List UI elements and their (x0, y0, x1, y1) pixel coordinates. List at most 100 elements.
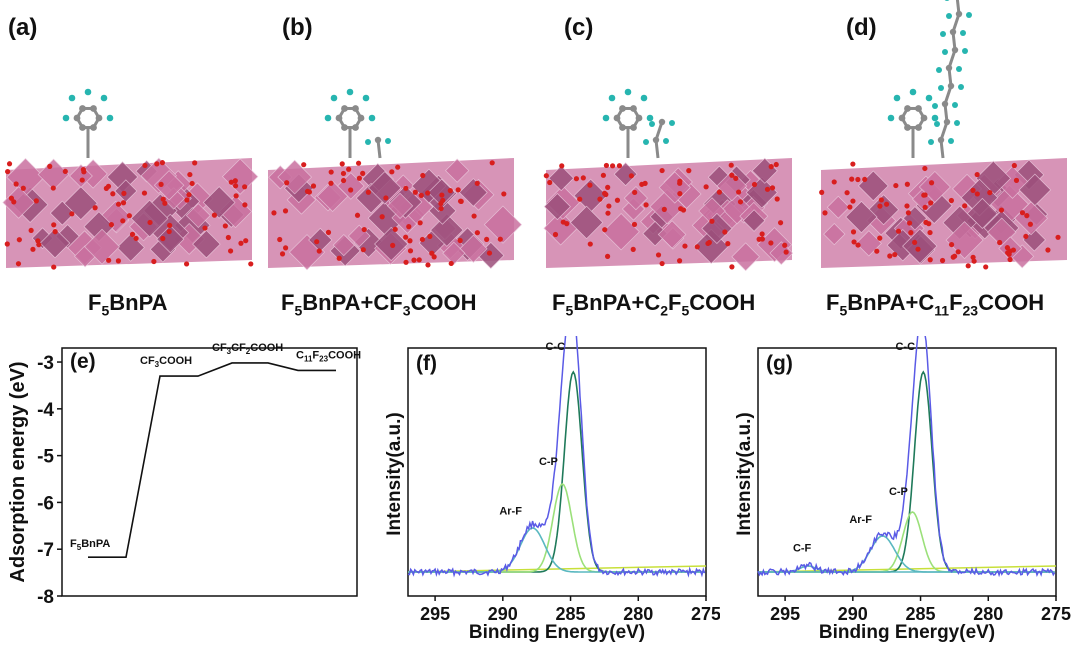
oxygen-atom (632, 189, 638, 196)
fluorine-atom (928, 139, 934, 145)
oxygen-atom (20, 185, 26, 191)
oxygen-atom (283, 245, 289, 251)
fluorine-atom (940, 31, 946, 37)
y-tick-label: -5 (37, 447, 54, 468)
carbon-atom (635, 114, 643, 122)
peak-label: C-F (793, 543, 812, 555)
carbon-atom (915, 105, 922, 112)
oxygen-atom (425, 190, 431, 196)
fluorine-atom (934, 121, 940, 127)
octahedron (2, 186, 35, 219)
oxygen-atom (1045, 247, 1051, 253)
fluorine-atom (62, 114, 70, 122)
octahedron (459, 234, 488, 263)
caption-c: F5BnPA+C2F5COOH (552, 290, 756, 319)
oxygen-atom (927, 229, 933, 236)
oxygen-atom (883, 201, 890, 207)
oxygen-atom (774, 196, 780, 202)
oxygen-atom (604, 253, 611, 259)
oxygen-atom (383, 195, 389, 201)
oxygen-atom (115, 201, 122, 207)
oxygen-atom (603, 162, 610, 169)
oxygen-atom (850, 198, 856, 204)
oxygen-atom (328, 180, 334, 186)
oxygen-atom (580, 175, 586, 181)
oxygen-atom (277, 236, 283, 243)
oxygen-atom (211, 212, 218, 218)
adsorption-energy-chart: (e) -8-7-6-5-4-3 Adsorption energy (eV) … (7, 342, 361, 608)
carbon-atom (613, 114, 621, 122)
oxygen-atom (158, 181, 164, 187)
oxygen-atom (751, 181, 758, 188)
oxygen-atom (360, 247, 366, 253)
fluorine-atom (84, 88, 92, 96)
oxygen-atom (354, 212, 361, 218)
oxygen-atom (904, 181, 910, 187)
oxygen-atom (970, 254, 976, 260)
y-tick-label: -3 (37, 353, 54, 374)
oxygen-atom (62, 168, 68, 175)
oxygen-atom (35, 238, 41, 244)
oxygen-atom (1023, 233, 1029, 240)
oxygen-atom (501, 191, 507, 197)
oxygen-atom (80, 166, 86, 173)
oxygen-atom (616, 163, 623, 169)
oxygen-atom (605, 210, 611, 216)
carbon-atom (619, 124, 626, 131)
oxygen-atom (105, 183, 112, 189)
fluorine-atom (946, 13, 952, 19)
oxygen-atom (154, 161, 160, 167)
oxygen-atom (108, 222, 115, 228)
oxygen-atom (8, 195, 15, 201)
octahedron (367, 171, 402, 205)
raw-spectrum (407, 336, 706, 578)
x-tick-label: 295 (770, 604, 800, 624)
oxygen-atom (965, 263, 971, 269)
level-label: CF3CF2COOH (212, 342, 283, 356)
oxygen-atom (310, 183, 317, 189)
oxygen-atom (184, 197, 190, 203)
oxygen-atom (474, 180, 480, 186)
carbon-atom (352, 105, 359, 112)
octahedron (569, 205, 604, 240)
oxide-slab (268, 158, 522, 271)
y-axis-label: Intensity(a.u.) (734, 412, 755, 536)
oxygen-atom (587, 182, 593, 188)
oxygen-atom (587, 241, 593, 247)
structure-b-illustration (268, 88, 522, 271)
oxygen-atom (983, 264, 989, 270)
oxygen-atom (15, 261, 22, 267)
oxygen-atom (115, 258, 121, 264)
oxygen-atom (819, 189, 825, 195)
oxygen-atom (974, 191, 980, 197)
fluorine-atom (909, 88, 917, 96)
plot-frame (61, 347, 358, 597)
oxygen-atom (676, 258, 683, 264)
x-tick-label: 280 (973, 604, 1003, 624)
oxygen-atom (887, 253, 893, 259)
carbon-atom (904, 105, 911, 112)
fit-peak-cf (758, 565, 1055, 573)
oxygen-atom (928, 200, 934, 206)
oxygen-atom (686, 168, 692, 174)
x-tick-label: 285 (906, 604, 936, 624)
fluorine-atom (936, 67, 942, 73)
oxygen-atom (955, 249, 961, 255)
oxygen-atom (151, 258, 157, 265)
oxygen-atom (552, 231, 559, 238)
oxygen-atom (1019, 210, 1026, 216)
fluorine-atom (624, 88, 632, 96)
oxygen-atom (429, 250, 435, 256)
fit-peak-arf (408, 527, 705, 573)
oxygen-atom (159, 160, 166, 166)
plot-frame (407, 347, 707, 597)
octahedron (458, 178, 488, 207)
oxygen-atom (186, 192, 192, 198)
oxygen-atom (773, 161, 779, 168)
oxygen-atom (736, 189, 742, 195)
octahedron (826, 195, 850, 219)
carbon-atom (335, 114, 343, 122)
adsorbed-molecule (324, 88, 391, 159)
oxygen-atom (998, 207, 1005, 213)
oxygen-atom (642, 180, 648, 186)
